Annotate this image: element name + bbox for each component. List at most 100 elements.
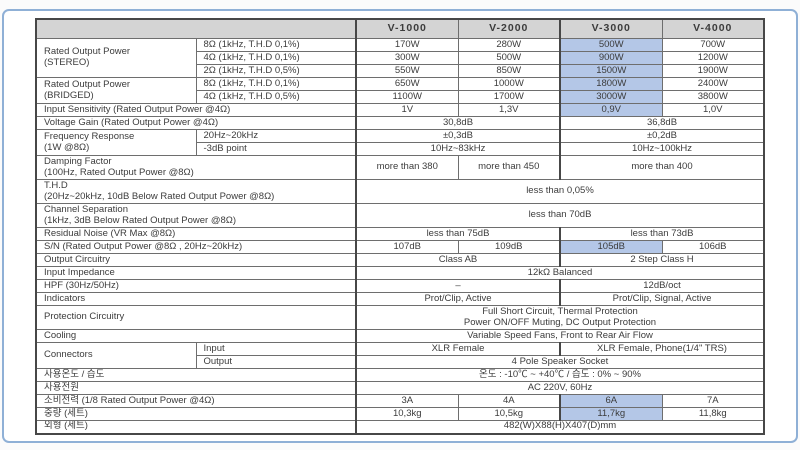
spec-value: 482(W)X88(H)X407(D)mm (355, 420, 765, 434)
spec-row: Rated Output Power (STEREO) 8Ω (1kHz, T.H… (35, 38, 765, 78)
row-label: 4Ω (1kHz, T.H.D 0,1%) (195, 51, 357, 65)
row-label: 20Hz~20kHz (195, 129, 357, 143)
spec-table: V-1000 V-2000 V-3000 V-4000 Rated Output Po… (35, 18, 765, 435)
row-label: Input Impedance (35, 266, 357, 280)
spec-value: 30,8dB (355, 116, 561, 130)
row-label: Damping Factor (100Hz, Rated Output Powe… (35, 155, 357, 180)
spec-row: Output Circuitry Class AB 2 Step Class H (35, 253, 765, 267)
spec-value: ±0,3dB (355, 129, 561, 143)
spec-row: Frequency Response (1W @8Ω) 20Hz~20kHz ±0,… (35, 129, 765, 156)
spec-value: 1900W (661, 64, 765, 78)
spec-value: 2400W (661, 77, 765, 91)
spec-value: 온도 : -10℃ ~ +40℃ / 습도 : 0% ~ 90% (355, 368, 765, 382)
row-label: Input (195, 342, 357, 356)
spec-value: 4A (457, 394, 561, 408)
spec-value: AC 220V, 60Hz (355, 381, 765, 395)
spec-value-highlighted: 6A (559, 394, 663, 408)
row-label: Rated Output Power (STEREO) (35, 38, 197, 78)
spec-value: 700W (661, 38, 765, 52)
row-label: 8Ω (1kHz, T.H.D 0,1%) (195, 77, 357, 91)
spec-value: 4 Pole Speaker Socket (355, 355, 765, 369)
spec-value: XLR Female, Phone(1/4" TRS) (559, 342, 765, 356)
row-label: Indicators (35, 292, 357, 306)
row-label: 2Ω (1kHz, T.H.D 0,5%) (195, 64, 357, 78)
spec-table-body: Rated Output Power (STEREO) 8Ω (1kHz, T.H… (35, 38, 765, 434)
row-label: Residual Noise (VR Max @8Ω) (35, 227, 357, 241)
spec-value: 10,3kg (355, 407, 459, 421)
spec-value: 107dB (355, 240, 459, 254)
spec-value: less than 75dB (355, 227, 561, 241)
spec-value-highlighted: 900W (559, 51, 663, 65)
spec-value: more than 450 (457, 155, 561, 180)
spec-value: Prot/Clip, Signal, Active (559, 292, 765, 306)
spec-value-highlighted: 500W (559, 38, 663, 52)
spec-value: 300W (355, 51, 459, 65)
row-label: Frequency Response (1W @8Ω) (35, 129, 197, 156)
spec-row: Channel Separation (1kHz, 3dB Below Rate… (35, 203, 765, 228)
spec-row: Voltage Gain (Rated Output Power @4Ω) 30,… (35, 116, 765, 130)
spec-value: 12dB/oct (559, 279, 765, 293)
spec-value: 10,5kg (457, 407, 561, 421)
spec-value: 170W (355, 38, 459, 52)
spec-value: 1,0V (661, 103, 765, 117)
spec-value: 1V (355, 103, 459, 117)
spec-row: 외형 (세트) 482(W)X88(H)X407(D)mm (35, 420, 765, 434)
spec-row: HPF (30Hz/50Hz) –12dB/oct (35, 279, 765, 293)
spec-value: 650W (355, 77, 459, 91)
model-column-header: V-1000 (355, 18, 459, 39)
row-label: 소비전력 (1/8 Rated Output Power @4Ω) (35, 394, 357, 408)
spec-row: Damping Factor (100Hz, Rated Output Powe… (35, 155, 765, 180)
spec-value: more than 380 (355, 155, 459, 180)
row-label: Rated Output Power (BRIDGED) (35, 77, 197, 104)
spec-value: less than 0,05% (355, 179, 765, 204)
row-label: 사용전원 (35, 381, 357, 395)
spec-value: 2 Step Class H (559, 253, 765, 267)
spec-value: ±0,2dB (559, 129, 765, 143)
spec-value: Class AB (355, 253, 561, 267)
spec-value: 1700W (457, 90, 561, 104)
spec-value-highlighted: 3000W (559, 90, 663, 104)
spec-value-highlighted: 11,7kg (559, 407, 663, 421)
spec-value: 36,8dB (559, 116, 765, 130)
row-label: Protection Circuitry (35, 305, 357, 330)
spec-value: XLR Female (355, 342, 561, 356)
row-label: Voltage Gain (Rated Output Power @4Ω) (35, 116, 357, 130)
row-label: S/N (Rated Output Power @8Ω , 20Hz~20kHz… (35, 240, 357, 254)
model-column-header: V-4000 (661, 18, 765, 39)
spec-row: 소비전력 (1/8 Rated Output Power @4Ω) 3A 4A 6A 7… (35, 394, 765, 408)
row-label: 4Ω (1kHz, T.H.D 0,5%) (195, 90, 357, 104)
row-label: Cooling (35, 329, 357, 343)
spec-row: 사용전원 AC 220V, 60Hz (35, 381, 765, 395)
spec-value: 10Hz~100kHz (559, 142, 765, 156)
spec-value: Full Short Circuit, Thermal Protection P… (355, 305, 765, 330)
table-corner-cell (35, 18, 357, 39)
spec-row: Protection Circuitry Full Short Circuit, … (35, 305, 765, 330)
row-label: 사용온도 / 습도 (35, 368, 357, 382)
spec-value: – (355, 279, 561, 293)
spec-value: 11,8kg (661, 407, 765, 421)
spec-value: less than 73dB (559, 227, 765, 241)
row-label: Input Sensitivity (Rated Output Power @4… (35, 103, 357, 117)
spec-row: 4Ω (1kHz, T.H.D 0,5%) 1100W 1700W 3000W 3800… (36, 90, 765, 104)
model-column-header: V-2000 (457, 18, 561, 39)
spec-row: Indicators Prot/Clip, Active Prot/Clip, Si… (35, 292, 765, 306)
spec-value: 3A (355, 394, 459, 408)
row-label: HPF (30Hz/50Hz) (35, 279, 357, 293)
spec-row: Input Impedance 12kΩ Balanced (35, 266, 765, 280)
spec-value: Prot/Clip, Active (355, 292, 561, 306)
spec-row: Residual Noise (VR Max @8Ω) less than 75d… (35, 227, 765, 241)
row-label: T.H.D (20Hz~20kHz, 10dB Below Rated Outp… (35, 179, 357, 204)
spec-table-container: V-1000 V-2000 V-3000 V-4000 Rated Output Po… (35, 18, 765, 435)
spec-value: Variable Speed Fans, Front to Rear Air F… (355, 329, 765, 343)
spec-value: 12kΩ Balanced (355, 266, 765, 280)
spec-value: 1000W (457, 77, 561, 91)
spec-value-highlighted: 1500W (559, 64, 663, 78)
header-row: V-1000 V-2000 V-3000 V-4000 (35, 18, 765, 39)
spec-row: S/N (Rated Output Power @8Ω , 20Hz~20kHz… (35, 240, 765, 254)
spec-value-highlighted: 105dB (559, 240, 663, 254)
row-label: Output (195, 355, 357, 369)
spec-row: T.H.D (20Hz~20kHz, 10dB Below Rated Outp… (35, 179, 765, 204)
spec-row: Rated Output Power (BRIDGED) 8Ω (1kHz, T.… (35, 77, 765, 104)
spec-row: Connectors Input XLR Female XLR Female, Pho… (35, 342, 765, 369)
spec-value: 1100W (355, 90, 459, 104)
